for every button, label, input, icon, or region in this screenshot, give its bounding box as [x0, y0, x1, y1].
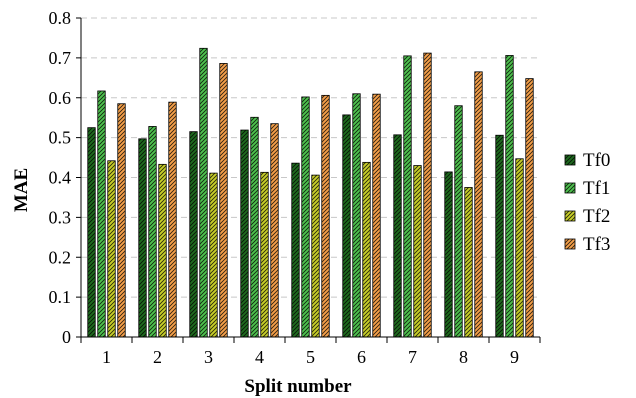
bar-tf1-split-7: [403, 55, 412, 338]
bar-tf3-split-3: [219, 63, 228, 338]
x-tick-label: 5: [306, 347, 315, 367]
x-tick-label: 3: [204, 347, 213, 367]
bar-tf3-split-2: [168, 101, 177, 338]
bar-tf2-split-8: [464, 187, 473, 338]
bar-tf0-split-9: [495, 134, 504, 338]
y-tick-label: 0.4: [49, 168, 72, 188]
bar-tf0-split-4: [240, 129, 249, 338]
y-tick-label: 0.6: [49, 88, 72, 108]
bar-tf2-split-4: [260, 171, 269, 338]
x-tick-label: 7: [408, 347, 417, 367]
bar-tf3-split-9: [525, 78, 534, 338]
legend-item-tf0: Tf0: [564, 150, 610, 171]
y-tick-label: 0.3: [49, 207, 72, 227]
x-tick-label: 6: [357, 347, 366, 367]
bar-tf1-split-6: [352, 93, 361, 338]
legend-label: Tf3: [583, 234, 610, 255]
bar-tf0-split-2: [138, 138, 147, 338]
x-tick-label: 2: [153, 347, 162, 367]
bar-tf3-split-4: [270, 123, 279, 338]
x-tick-label: 4: [255, 347, 264, 367]
x-axis-title: Split number: [244, 376, 352, 397]
bar-tf2-split-9: [515, 158, 524, 338]
legend-label: Tf1: [583, 178, 610, 199]
bar-tf0-split-7: [393, 134, 402, 338]
y-tick-label: 0.7: [49, 48, 72, 68]
y-axis-title: MAE: [11, 168, 32, 212]
bar-tf1-split-8: [454, 105, 463, 338]
y-tick-label: 0.1: [49, 287, 72, 307]
bar-tf1-split-2: [148, 126, 157, 338]
bar-tf3-split-8: [474, 71, 483, 338]
bar-tf3-split-7: [423, 52, 432, 338]
legend-label: Tf0: [583, 150, 610, 171]
bar-tf2-split-7: [413, 165, 422, 338]
bar-tf0-split-6: [342, 114, 351, 338]
bar-tf1-split-5: [301, 96, 310, 338]
bar-tf1-split-1: [97, 90, 106, 338]
x-tick-label: 1: [102, 347, 111, 367]
y-tick-labels: 0 0.1 0.2 0.3 0.4 0.5 0.6 0.7 0.8: [49, 8, 72, 347]
bar-tf3-split-1: [117, 103, 126, 338]
bar-tf2-split-1: [107, 160, 116, 338]
x-tick-label: 8: [459, 347, 468, 367]
x-tick-labels: 1 2 3 4 5 6 7 8 9: [102, 347, 519, 367]
bar-tf0-split-1: [87, 127, 96, 338]
legend: Tf0 Tf1 Tf2 Tf3: [564, 150, 610, 255]
legend-item-tf3: Tf3: [564, 234, 610, 255]
y-tick-label: 0.5: [49, 128, 72, 148]
bar-tf3-split-5: [321, 94, 330, 338]
y-tick-label: 0: [62, 327, 71, 347]
bar-tf0-split-8: [444, 171, 453, 338]
legend-item-tf2: Tf2: [564, 206, 610, 227]
y-tick-label: 0.8: [49, 8, 72, 28]
axes: [76, 17, 541, 343]
bar-tf3-split-6: [372, 93, 381, 338]
bar-tf0-split-5: [291, 162, 300, 338]
bar-tf2-split-3: [209, 172, 218, 338]
bar-tf2-split-2: [158, 163, 167, 338]
legend-label: Tf2: [583, 206, 610, 227]
bar-tf1-split-4: [250, 116, 259, 338]
bar-tf1-split-3: [199, 47, 208, 338]
bars: [87, 47, 534, 338]
gridlines: [81, 17, 540, 298]
bar-tf2-split-5: [311, 174, 320, 338]
legend-item-tf1: Tf1: [564, 178, 610, 199]
bar-tf2-split-6: [362, 161, 371, 338]
bar-tf1-split-9: [505, 55, 514, 338]
y-tick-label: 0.2: [49, 247, 72, 267]
x-tick-label: 9: [510, 347, 519, 367]
bar-tf0-split-3: [189, 131, 198, 338]
